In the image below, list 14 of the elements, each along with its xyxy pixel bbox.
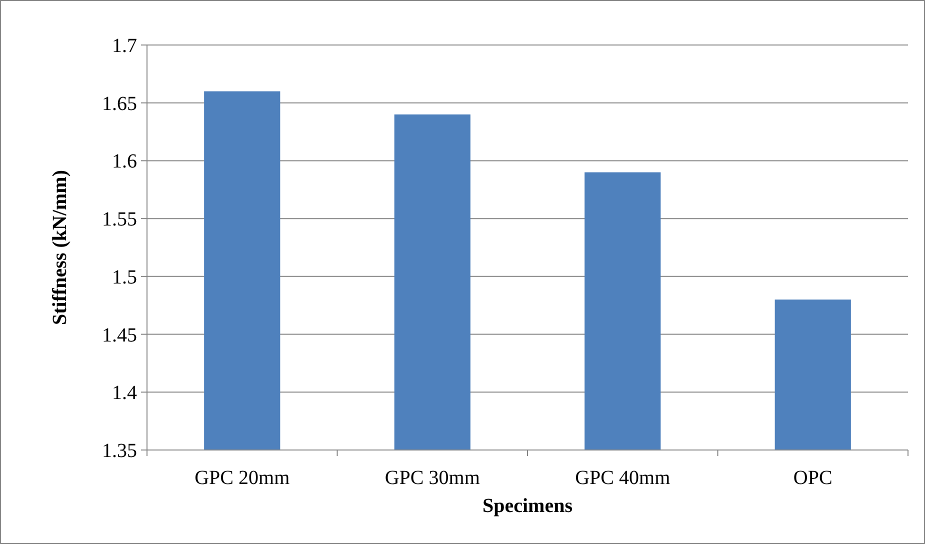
x-tick-label: GPC 40mm: [575, 467, 671, 489]
x-tick-label: GPC 30mm: [384, 467, 480, 489]
x-axis-title: Specimens: [482, 495, 573, 517]
x-tick-label: GPC 20mm: [194, 467, 290, 489]
y-axis-title: Stiffness (kN/mm): [49, 170, 71, 325]
y-tick-label: 1.4: [112, 382, 137, 404]
y-tick-label: 1.45: [102, 324, 137, 346]
y-tick-label: 1.55: [102, 208, 137, 231]
y-tick-label: 1.6: [112, 150, 137, 173]
y-tick-label: 1.5: [112, 266, 137, 288]
y-tick-label: 1.35: [102, 440, 137, 462]
y-tick-label: 1.7: [112, 35, 137, 57]
x-tick-label: OPC: [793, 467, 832, 489]
y-tick-label: 1.65: [102, 92, 137, 115]
